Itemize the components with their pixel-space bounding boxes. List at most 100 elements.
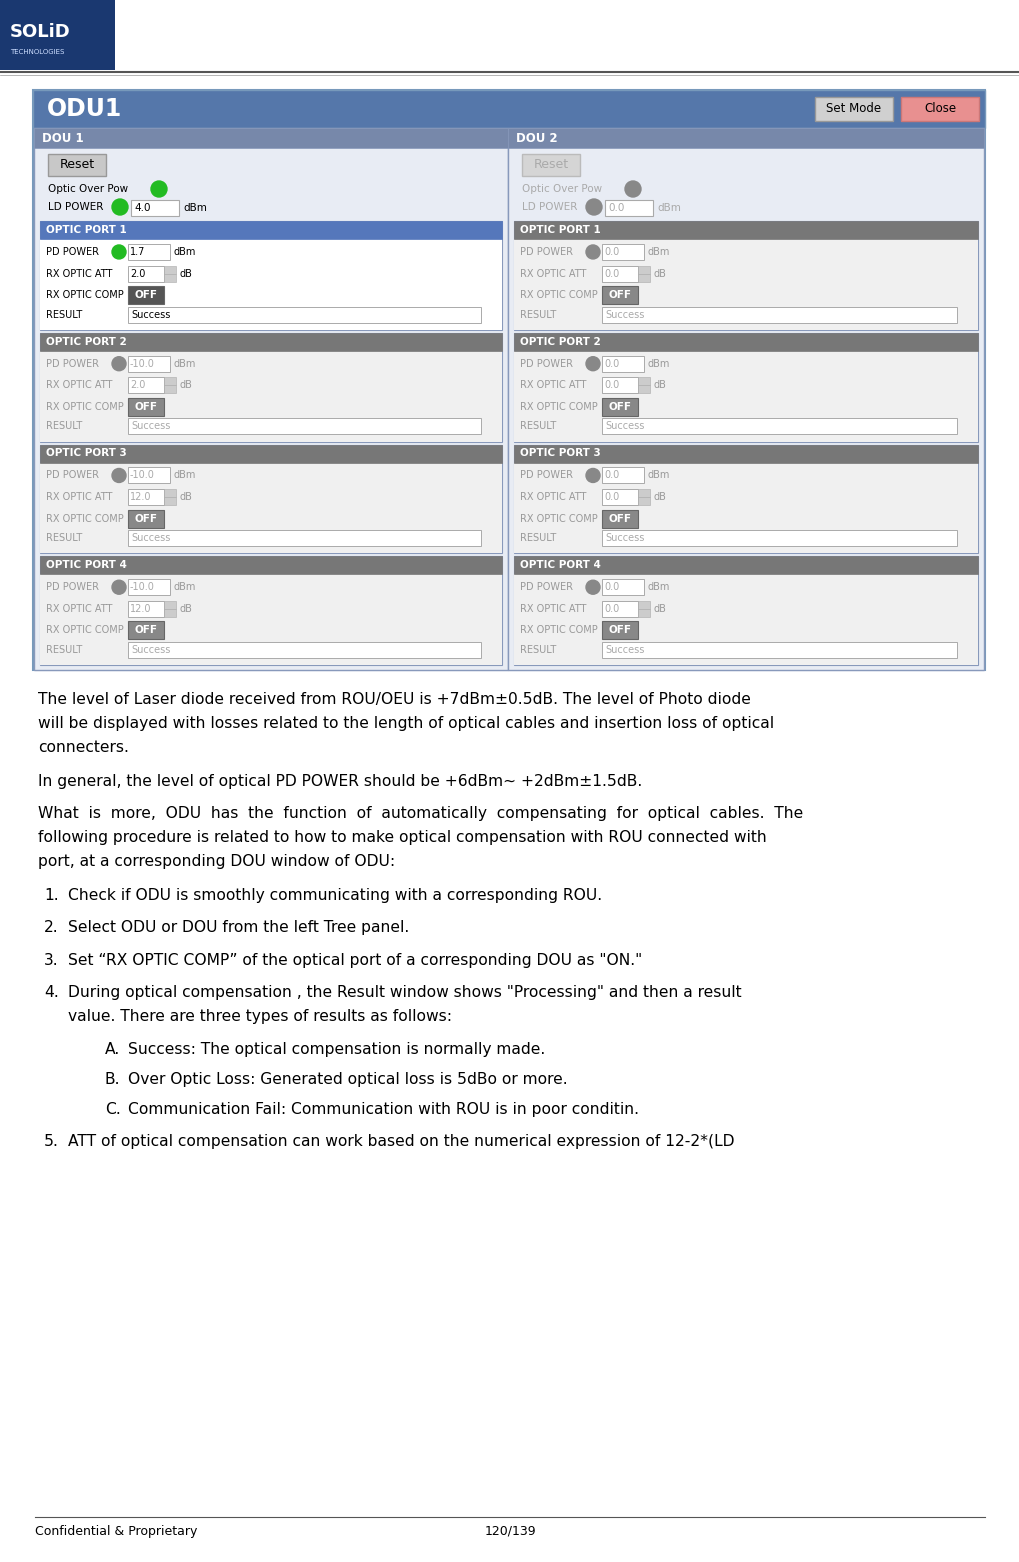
Text: Select ODU or DOU from the left Tree panel.: Select ODU or DOU from the left Tree pan…: [68, 920, 409, 936]
Text: RESULT: RESULT: [520, 645, 555, 654]
Text: 3.: 3.: [44, 953, 58, 968]
Text: LD POWER: LD POWER: [48, 201, 103, 212]
Text: OFF: OFF: [608, 625, 631, 636]
Text: PD POWER: PD POWER: [46, 247, 99, 258]
Text: RX OPTIC ATT: RX OPTIC ATT: [520, 380, 586, 390]
Circle shape: [625, 181, 640, 197]
Bar: [40, 351, 501, 442]
Text: RX OPTIC ATT: RX OPTIC ATT: [520, 492, 586, 501]
Bar: [40, 220, 501, 330]
Text: OPTIC PORT 3: OPTIC PORT 3: [46, 448, 126, 459]
Text: RX OPTIC COMP: RX OPTIC COMP: [520, 514, 597, 523]
Text: 2.0: 2.0: [129, 269, 146, 278]
Text: 120/139: 120/139: [484, 1525, 535, 1539]
Circle shape: [112, 580, 126, 594]
Text: Success: Success: [604, 309, 644, 320]
Text: OPTIC PORT 1: OPTIC PORT 1: [520, 225, 600, 234]
Bar: [514, 220, 977, 239]
Text: OFF: OFF: [135, 625, 157, 636]
Text: RESULT: RESULT: [46, 422, 83, 431]
Text: Success: Success: [130, 645, 170, 654]
Text: Reset: Reset: [59, 158, 95, 172]
Bar: [127, 244, 170, 259]
Text: dB: dB: [179, 604, 193, 614]
Bar: [601, 601, 637, 617]
Text: RESULT: RESULT: [520, 533, 555, 544]
Bar: [601, 356, 643, 372]
Text: RX OPTIC COMP: RX OPTIC COMP: [46, 401, 123, 412]
Text: dB: dB: [653, 269, 666, 278]
Text: RX OPTIC ATT: RX OPTIC ATT: [46, 380, 112, 390]
Text: PD POWER: PD POWER: [46, 583, 99, 592]
Bar: [164, 489, 176, 497]
Text: Confidential & Proprietary: Confidential & Proprietary: [35, 1525, 198, 1539]
Bar: [127, 266, 164, 281]
Text: -10.0: -10.0: [129, 470, 155, 481]
Text: RX OPTIC ATT: RX OPTIC ATT: [46, 492, 112, 501]
Bar: [514, 220, 977, 330]
Bar: [40, 333, 501, 442]
Bar: [40, 445, 501, 553]
Text: What  is  more,  ODU  has  the  function  of  automatically  compensating  for  : What is more, ODU has the function of au…: [38, 806, 803, 868]
Circle shape: [151, 181, 167, 197]
Text: 0.0: 0.0: [603, 359, 619, 369]
Bar: [0, 0, 115, 70]
Text: Success: Success: [130, 422, 170, 431]
Text: RX OPTIC COMP: RX OPTIC COMP: [520, 401, 597, 412]
Bar: [507, 128, 983, 670]
Text: RX OPTIC COMP: RX OPTIC COMP: [46, 514, 123, 523]
Text: dBm: dBm: [647, 247, 669, 258]
Text: -10.0: -10.0: [129, 359, 155, 369]
Text: ODU1: ODU1: [47, 97, 122, 120]
Text: RESULT: RESULT: [520, 309, 555, 320]
Text: C.: C.: [105, 1103, 120, 1117]
Circle shape: [586, 245, 599, 259]
Text: 0.0: 0.0: [603, 492, 619, 501]
Bar: [33, 91, 984, 128]
Text: Optic Over Pow: Optic Over Pow: [48, 184, 128, 194]
Bar: [637, 609, 649, 617]
Text: OFF: OFF: [608, 291, 631, 300]
Bar: [522, 155, 580, 177]
Bar: [601, 530, 956, 547]
Bar: [637, 497, 649, 505]
Bar: [514, 556, 977, 665]
Text: TECHNOLOGIES: TECHNOLOGIES: [10, 48, 64, 55]
Bar: [40, 445, 501, 462]
Text: Communication Fail: Communication with ROU is in poor conditin.: Communication Fail: Communication with R…: [127, 1103, 638, 1117]
Text: 1.: 1.: [44, 889, 58, 903]
Bar: [514, 556, 977, 575]
Bar: [507, 128, 983, 148]
Text: Success: Success: [604, 645, 644, 654]
Bar: [127, 306, 481, 323]
Bar: [164, 266, 176, 273]
Text: 0.0: 0.0: [603, 247, 619, 258]
Bar: [127, 419, 481, 434]
Text: DOU 1: DOU 1: [42, 131, 84, 145]
Text: dBm: dBm: [174, 470, 197, 481]
Text: PD POWER: PD POWER: [46, 359, 99, 369]
Text: dB: dB: [179, 492, 193, 501]
Text: dBm: dBm: [182, 203, 207, 212]
Text: -10.0: -10.0: [129, 583, 155, 592]
Text: dB: dB: [653, 604, 666, 614]
Bar: [127, 467, 170, 484]
Bar: [514, 445, 977, 462]
Bar: [601, 509, 637, 528]
Text: RESULT: RESULT: [520, 422, 555, 431]
Text: dB: dB: [179, 380, 193, 390]
Text: The level of Laser diode received from ROU/OEU is +7dBm±0.5dB. The level of Phot: The level of Laser diode received from R…: [38, 692, 773, 754]
Bar: [514, 333, 977, 351]
Text: RX OPTIC ATT: RX OPTIC ATT: [46, 604, 112, 614]
Bar: [40, 239, 501, 330]
Bar: [601, 642, 956, 658]
Text: Success: Success: [130, 309, 170, 320]
Bar: [127, 642, 481, 658]
Text: During optical compensation , the Result window shows "Processing" and then a re: During optical compensation , the Result…: [68, 986, 741, 1025]
Text: OPTIC PORT 3: OPTIC PORT 3: [520, 448, 600, 459]
Text: Set “RX OPTIC COMP” of the optical port of a corresponding DOU as "ON.": Set “RX OPTIC COMP” of the optical port …: [68, 953, 642, 968]
Bar: [40, 556, 501, 575]
Text: dBm: dBm: [647, 470, 669, 481]
Text: dBm: dBm: [174, 359, 197, 369]
Bar: [601, 398, 637, 415]
